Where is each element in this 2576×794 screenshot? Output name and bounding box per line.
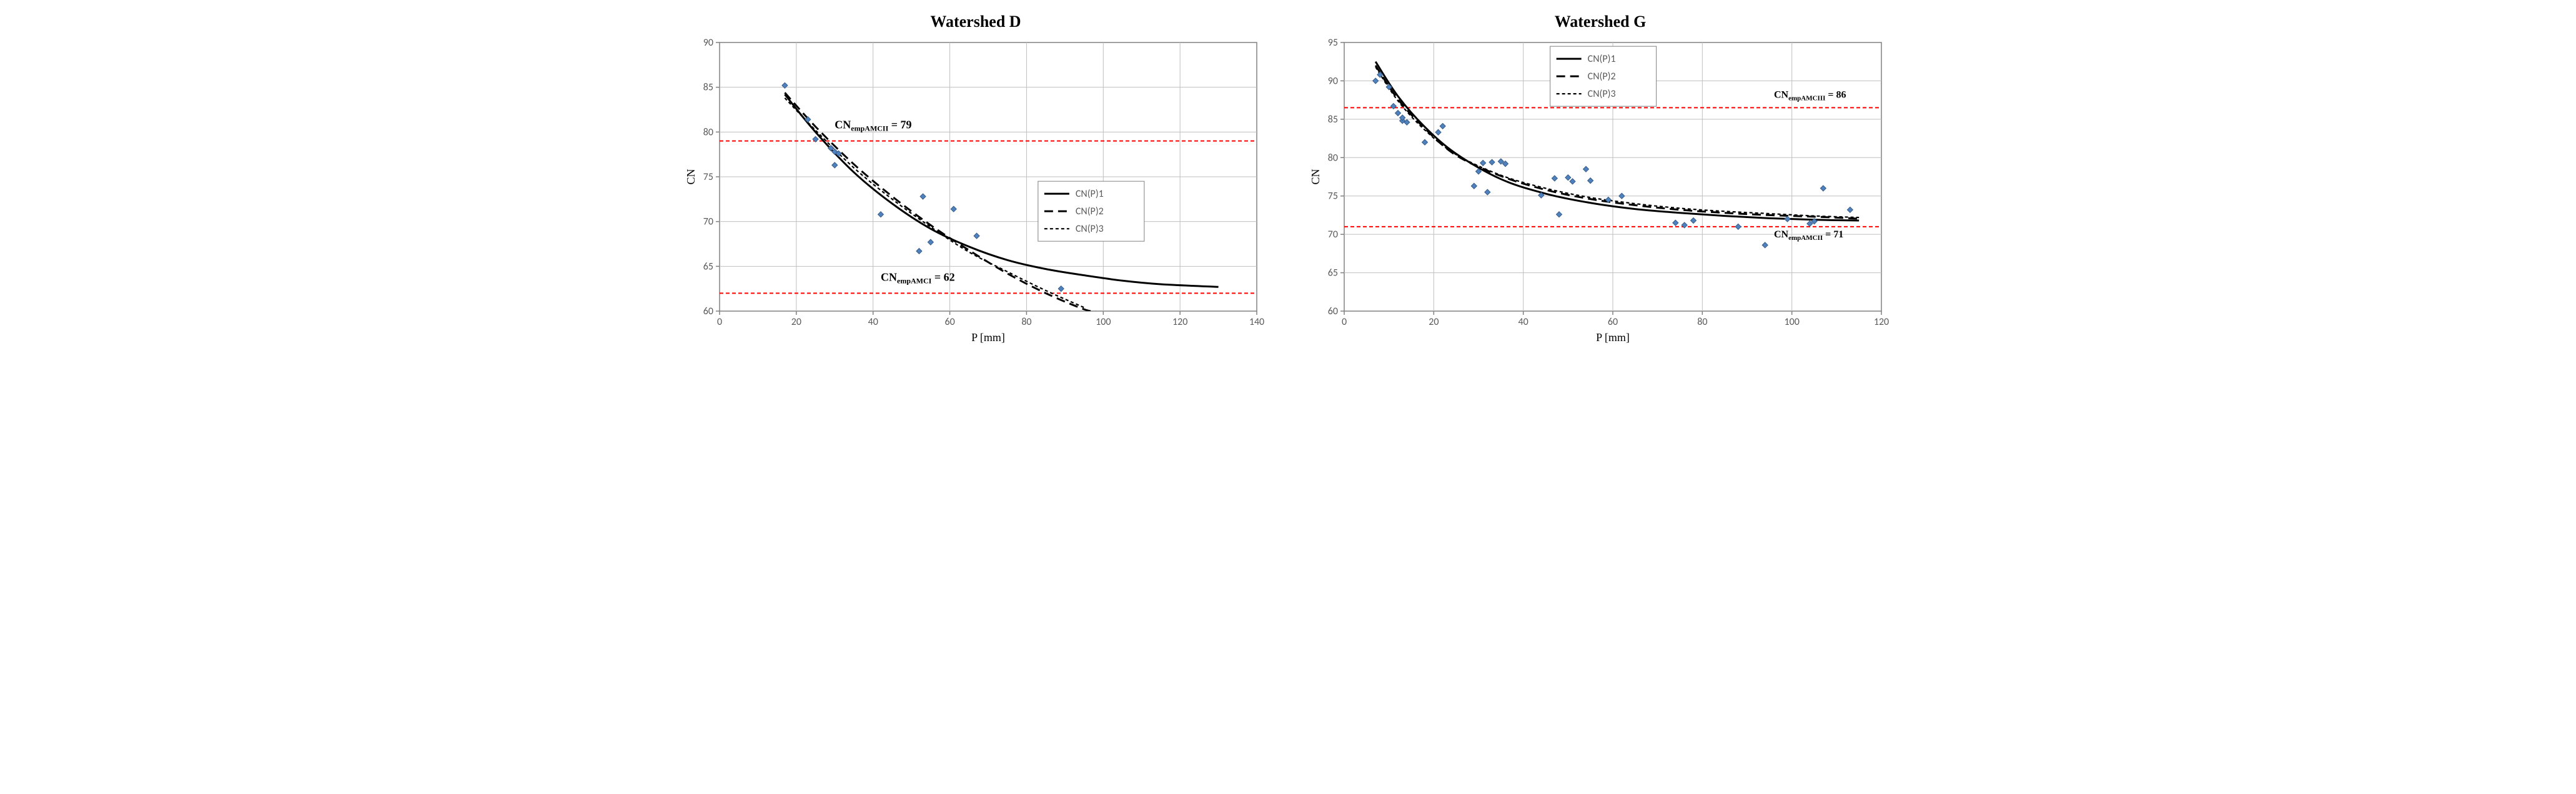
data-point [1471, 183, 1477, 189]
x-tick-label: 0 [1342, 316, 1347, 328]
data-point [1619, 193, 1625, 199]
y-axis-label: CN [685, 169, 697, 184]
data-point [1583, 166, 1589, 172]
x-axis-label: P [mm] [1596, 331, 1630, 344]
data-point [1480, 160, 1486, 166]
chart-g-container: Watershed G 0 20 40 60 80 100 120 60 65 70 75 80 85 9… [1307, 12, 1894, 349]
y-tick-label: 75 [703, 171, 713, 183]
data-point [1673, 220, 1678, 226]
data-point [1552, 176, 1557, 181]
x-tick-label: 120 [1172, 316, 1187, 328]
y-tick-label: 80 [1328, 152, 1338, 164]
y-tick-label: 60 [703, 305, 713, 317]
data-point [920, 194, 926, 199]
data-point [878, 212, 884, 217]
x-tick-label: 120 [1874, 316, 1889, 328]
legend-label: CN(P)1 [1588, 53, 1616, 65]
x-tick-label: 40 [1518, 316, 1528, 328]
x-tick-label: 0 [717, 316, 722, 328]
data-point [916, 248, 922, 254]
y-tick-label: 85 [703, 82, 713, 94]
data-point [1847, 207, 1853, 212]
data-point [974, 233, 979, 239]
data-point [1785, 216, 1790, 222]
data-point [1762, 242, 1768, 248]
data-point [1588, 178, 1593, 184]
data-point [1489, 159, 1495, 165]
data-point [1570, 179, 1575, 184]
data-point [1565, 175, 1571, 181]
legend-label: CN(P)3 [1588, 88, 1616, 100]
legend-label: CN(P)2 [1588, 71, 1616, 82]
chart-g-title: Watershed G [1555, 12, 1647, 31]
y-axis-label: CN [1309, 169, 1322, 184]
data-point [1735, 224, 1741, 229]
data-point [1435, 129, 1441, 135]
data-point [1373, 78, 1379, 84]
x-tick-label: 100 [1785, 316, 1800, 328]
x-tick-label: 80 [1697, 316, 1707, 328]
x-axis-label: P [mm] [971, 331, 1005, 344]
y-tick-label: 70 [1328, 229, 1338, 241]
chart-d-container: Watershed D 0 20 40 60 80 100 120 140 60 65 70 75 80… [682, 12, 1269, 349]
y-tick-label: 95 [1328, 37, 1338, 49]
y-tick-label: 65 [1328, 267, 1338, 279]
reference-label: CNempAMCI = 62 [881, 270, 955, 285]
x-tick-label: 80 [1021, 316, 1031, 328]
x-tick-label: 20 [791, 316, 801, 328]
y-tick-label: 90 [1328, 75, 1338, 87]
y-tick-label: 90 [703, 37, 713, 49]
data-point [1691, 218, 1697, 224]
y-tick-label: 65 [703, 261, 713, 272]
data-point [1058, 286, 1064, 292]
x-tick-label: 60 [944, 316, 954, 328]
x-tick-label: 100 [1096, 316, 1111, 328]
x-tick-label: 140 [1249, 316, 1264, 328]
data-point [1557, 212, 1562, 217]
data-point [1395, 111, 1401, 116]
y-tick-label: 60 [1328, 305, 1338, 317]
data-point [1422, 139, 1428, 145]
reference-label: CNempAMCII = 71 [1774, 229, 1843, 242]
y-tick-label: 70 [703, 216, 713, 228]
chart-d-plot: 0 20 40 60 80 100 120 140 60 65 70 75 80 85 90 CNempAMC… [682, 36, 1269, 349]
data-point [951, 206, 956, 212]
legend-label: CN(P)2 [1076, 206, 1104, 217]
reference-label: CNempAMCIII = 86 [1774, 89, 1846, 102]
x-tick-label: 60 [1608, 316, 1618, 328]
y-tick-label: 80 [703, 126, 713, 138]
data-point [1485, 189, 1490, 195]
x-tick-label: 40 [868, 316, 878, 328]
y-tick-label: 85 [1328, 114, 1338, 126]
data-point [1820, 186, 1826, 191]
data-point [928, 239, 933, 245]
data-point [832, 162, 838, 168]
y-tick-label: 75 [1328, 191, 1338, 202]
data-point [1440, 123, 1445, 129]
legend-label: CN(P)3 [1076, 223, 1104, 235]
x-tick-label: 20 [1429, 316, 1439, 328]
chart-g-plot: 0 20 40 60 80 100 120 60 65 70 75 80 85 90 95 CNempAMCI… [1307, 36, 1894, 349]
legend-label: CN(P)1 [1076, 188, 1104, 200]
chart-d-title: Watershed D [930, 12, 1021, 31]
